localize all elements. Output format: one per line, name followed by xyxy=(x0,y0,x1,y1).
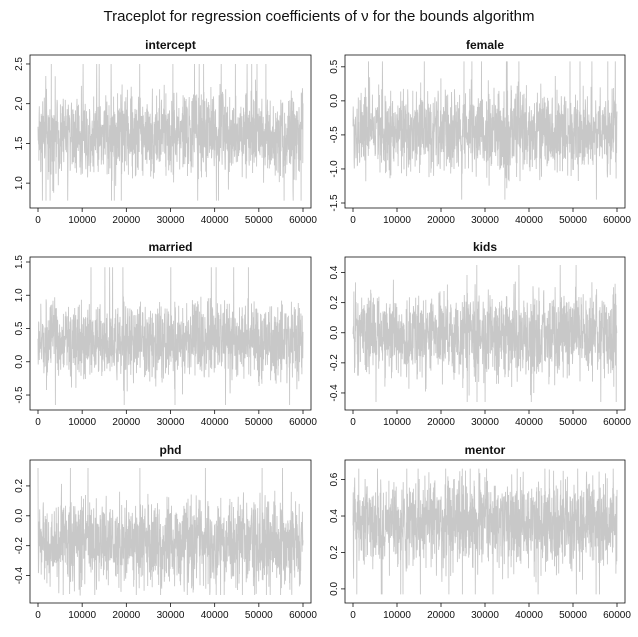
x-tick-label: 0 xyxy=(35,417,41,428)
x-tick-label: 50000 xyxy=(245,417,273,428)
x-tick-label: 60000 xyxy=(603,417,631,428)
x-tick-label: 30000 xyxy=(157,417,185,428)
x-tick-label: 40000 xyxy=(515,215,543,226)
y-tick-label: -0.4 xyxy=(329,384,340,402)
y-tick-label: 2.0 xyxy=(14,96,25,110)
y-tick-label: 0.2 xyxy=(329,295,340,309)
panel-kids: kids 0 10000 20000 30000 40000 50000 60000 -0.4 -… xyxy=(329,240,631,428)
y-tick-label: 2.5 xyxy=(14,57,25,71)
x-tick-label: 50000 xyxy=(245,610,273,621)
trace-line xyxy=(352,61,618,200)
panel-phd: phd 0 10000 20000 30000 40000 50000 60000 -0.4 -0… xyxy=(14,443,317,621)
y-tick-label: -0.4 xyxy=(14,567,25,585)
x-tick-label: 20000 xyxy=(112,215,140,226)
y-tick-label: 0.2 xyxy=(329,545,340,559)
x-tick-label: 60000 xyxy=(289,417,317,428)
y-tick-label: 0.0 xyxy=(329,582,340,596)
x-tick-label: 30000 xyxy=(471,610,499,621)
x-tick-label: 30000 xyxy=(471,215,499,226)
x-tick-label: 40000 xyxy=(515,610,543,621)
x-tick-label: 60000 xyxy=(603,215,631,226)
x-tick-label: 20000 xyxy=(427,610,455,621)
x-tick-label: 10000 xyxy=(383,417,411,428)
y-tick-label: 0.0 xyxy=(329,93,340,107)
x-tick-label: 30000 xyxy=(471,417,499,428)
trace-line xyxy=(37,267,304,406)
y-tick-label: 0.2 xyxy=(14,479,25,493)
x-tick-label: 20000 xyxy=(112,417,140,428)
x-tick-label: 40000 xyxy=(515,417,543,428)
y-tick-label: 0.0 xyxy=(14,508,25,522)
y-tick-label: -1.0 xyxy=(329,160,340,178)
x-tick-label: 60000 xyxy=(289,610,317,621)
panel-married: married 0 10000 20000 30000 40000 50000 60000 -0… xyxy=(14,240,317,428)
x-tick-label: 0 xyxy=(350,215,356,226)
y-tick-label: 0.0 xyxy=(329,325,340,339)
x-tick-label: 40000 xyxy=(201,215,229,226)
panel-intercept: intercept 0 10000 20000 30000 40000 50000 60000… xyxy=(14,38,317,226)
y-tick-label: 0.4 xyxy=(329,509,340,523)
x-tick-label: 60000 xyxy=(289,215,317,226)
y-tick-label: -0.5 xyxy=(329,126,340,144)
y-tick-label: 1.5 xyxy=(14,255,25,269)
panel-title: married xyxy=(148,240,192,254)
x-tick-label: 20000 xyxy=(112,610,140,621)
y-tick-label: 0.0 xyxy=(14,354,25,368)
x-tick-label: 50000 xyxy=(245,215,273,226)
x-tick-label: 20000 xyxy=(427,417,455,428)
x-tick-label: 10000 xyxy=(68,610,96,621)
panel-title: kids xyxy=(473,240,497,254)
panel-title: mentor xyxy=(465,443,506,457)
x-tick-label: 30000 xyxy=(157,215,185,226)
x-tick-label: 0 xyxy=(35,215,41,226)
y-tick-label: -0.2 xyxy=(14,537,25,555)
y-tick-label: 0.5 xyxy=(14,321,25,335)
x-tick-label: 10000 xyxy=(68,417,96,428)
y-tick-label: 0.5 xyxy=(329,59,340,73)
x-tick-label: 50000 xyxy=(559,610,587,621)
x-tick-label: 40000 xyxy=(201,610,229,621)
trace-line xyxy=(352,264,618,403)
y-tick-label: 0.4 xyxy=(329,265,340,279)
x-tick-label: 30000 xyxy=(157,610,185,621)
y-tick-label: 1.0 xyxy=(14,176,25,190)
x-tick-label: 0 xyxy=(350,417,356,428)
figure-title: Traceplot for regression coefficients of… xyxy=(103,8,535,25)
x-tick-label: 40000 xyxy=(201,417,229,428)
y-tick-label: 1.5 xyxy=(14,136,25,150)
x-tick-label: 10000 xyxy=(383,215,411,226)
panel-female: female 0 10000 20000 30000 40000 50000 60000 -1.… xyxy=(329,38,631,226)
panel-title: intercept xyxy=(145,38,196,52)
panel-title: phd xyxy=(160,443,182,457)
x-tick-label: 0 xyxy=(35,610,41,621)
x-tick-label: 10000 xyxy=(68,215,96,226)
x-tick-label: 0 xyxy=(350,610,356,621)
trace-line xyxy=(37,467,304,596)
y-tick-label: -0.2 xyxy=(329,354,340,372)
x-tick-label: 50000 xyxy=(559,215,587,226)
x-tick-label: 20000 xyxy=(427,215,455,226)
x-tick-label: 10000 xyxy=(383,610,411,621)
x-tick-label: 60000 xyxy=(603,610,631,621)
panel-mentor: mentor 0 10000 20000 30000 40000 50000 60000 0.0… xyxy=(329,443,631,621)
panel-title: female xyxy=(466,38,504,52)
y-tick-label: 0.6 xyxy=(329,472,340,486)
x-tick-label: 50000 xyxy=(559,417,587,428)
y-tick-label: -1.5 xyxy=(329,194,340,212)
trace-line xyxy=(352,468,618,595)
y-tick-label: 1.0 xyxy=(14,288,25,302)
y-tick-label: -0.5 xyxy=(14,386,25,404)
trace-line xyxy=(37,63,304,201)
